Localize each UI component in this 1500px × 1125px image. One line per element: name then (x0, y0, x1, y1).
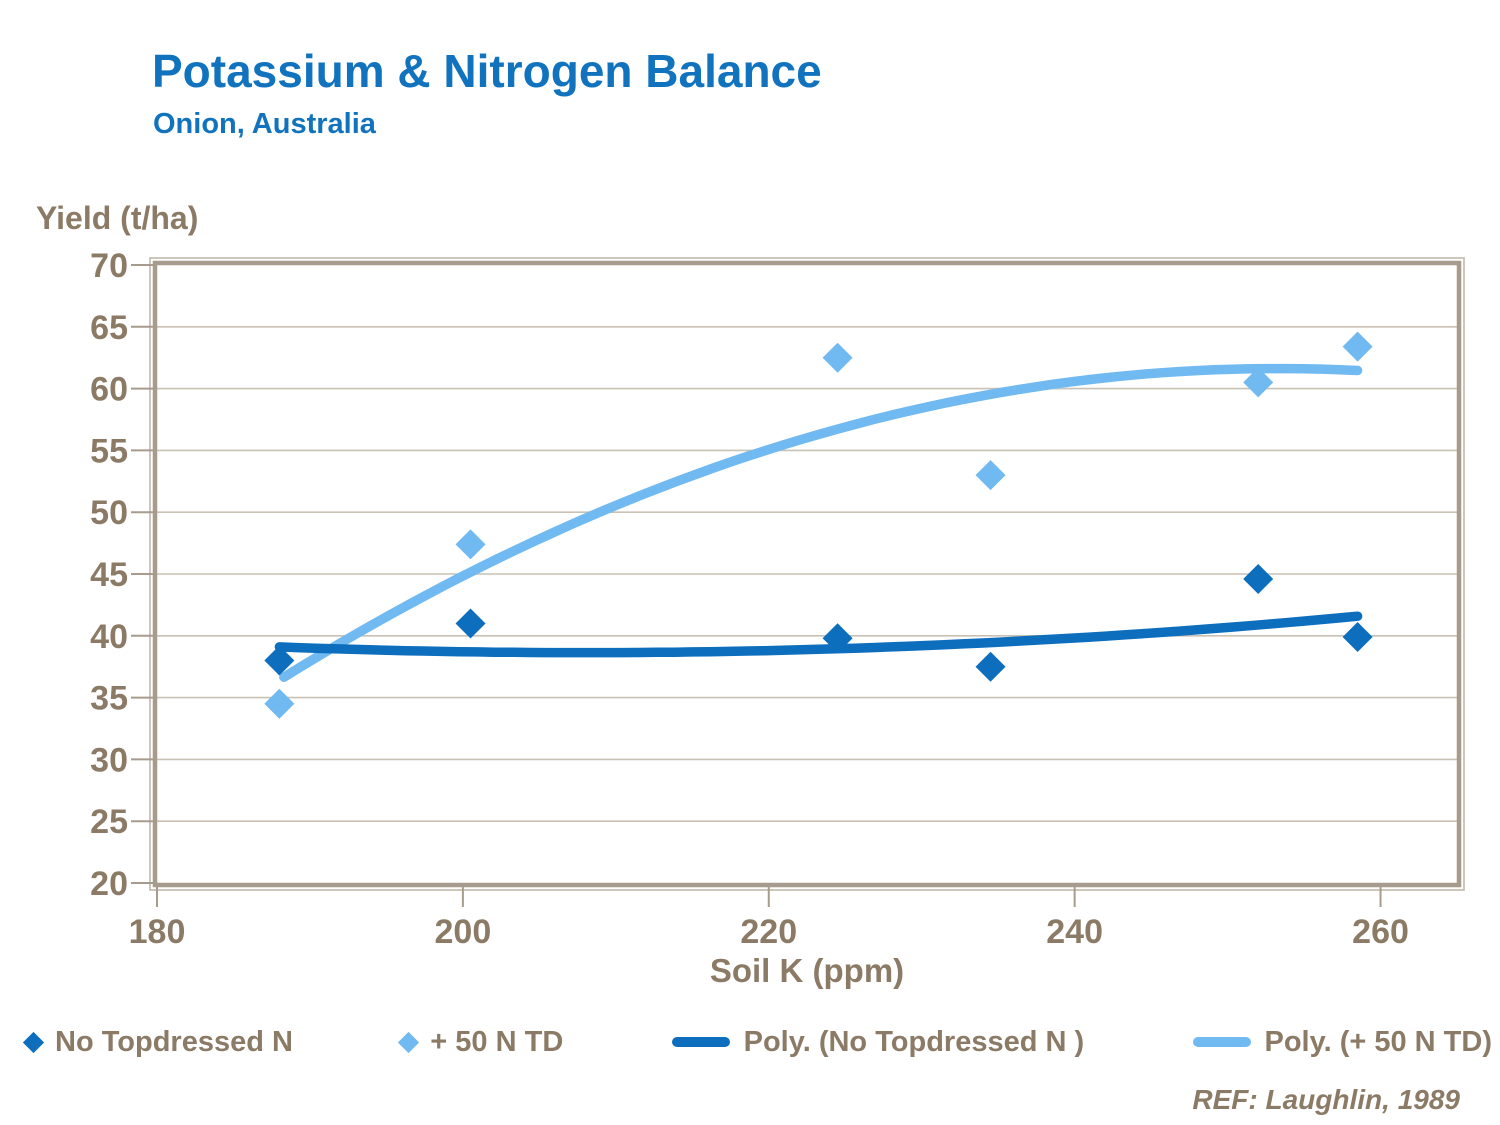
chart-legend: No Topdressed N + 50 N TD Poly. (No Topdre… (22, 1014, 1492, 1070)
chart-subtitle: Onion, Australia (153, 108, 376, 140)
y-tick-label: 30 (90, 741, 128, 779)
y-tick-label: 60 (90, 371, 128, 409)
y-tick-label: 50 (90, 494, 128, 532)
legend-label: Poly. (No Topdressed N ) (743, 1025, 1085, 1058)
legend-label: Poly. (+ 50 N TD) (1264, 1025, 1492, 1058)
x-tick-label: 180 (129, 913, 186, 951)
data-point-no-topdressed-n (975, 651, 1006, 682)
x-axis-title: Soil K (ppm) (709, 952, 905, 989)
y-tick-label: 40 (90, 618, 128, 656)
data-point-no-topdressed-n (455, 608, 486, 639)
y-tick-label: 35 (90, 680, 128, 718)
legend-item-poly-50-n-td: Poly. (+ 50 N TD) (1192, 1025, 1492, 1059)
plot-frame (152, 260, 1462, 888)
trendline-poly-50-n-td (279, 363, 1363, 682)
legend-item-50-n-td: + 50 N TD (398, 1025, 564, 1059)
y-tick-label: 25 (90, 803, 128, 841)
data-point-50-n-td (975, 460, 1006, 491)
data-point-no-topdressed-n (822, 623, 853, 654)
x-tick-label: 260 (1352, 913, 1409, 951)
legend-line-icon (671, 1037, 730, 1047)
series-50-n-td (264, 331, 1373, 719)
data-point-50-n-td (455, 529, 486, 560)
y-tick-label: 65 (90, 309, 128, 347)
data-point-50-n-td (822, 342, 853, 373)
data-point-no-topdressed-n (264, 645, 295, 676)
legend-label: + 50 N TD (430, 1025, 564, 1058)
x-tick-label: 200 (435, 913, 492, 951)
legend-diamond-icon (398, 1031, 420, 1053)
legend-label: No Topdressed N (55, 1025, 293, 1058)
y-tick-label: 20 (90, 865, 128, 903)
legend-line-icon (1192, 1037, 1251, 1047)
series-no-topdressed-n (264, 563, 1373, 682)
x-tick-label: 240 (1046, 913, 1103, 951)
y-tick-label: 45 (90, 556, 128, 594)
data-point-no-topdressed-n (1342, 622, 1373, 653)
data-point-50-n-td (264, 688, 295, 719)
trendline-poly-no-topdressed-n (274, 611, 1363, 658)
x-tick-label: 220 (740, 913, 797, 951)
y-tick-label: 70 (90, 247, 128, 285)
legend-diamond-icon (22, 1031, 45, 1053)
y-tick-label: 55 (90, 432, 128, 470)
legend-item-no-topdressed-n: No Topdressed N (22, 1025, 293, 1059)
data-point-50-n-td (1342, 331, 1373, 362)
data-point-no-topdressed-n (1243, 563, 1274, 594)
chart-title: Potassium & Nitrogen Balance (152, 45, 822, 97)
y-axis-title: Yield (t/ha) (36, 200, 199, 236)
data-point-50-n-td (1243, 367, 1274, 398)
reference-citation: REF: Laughlin, 1989 (1192, 1084, 1460, 1115)
legend-item-poly-no-topdressed-n: Poly. (No Topdressed N ) (671, 1025, 1085, 1059)
